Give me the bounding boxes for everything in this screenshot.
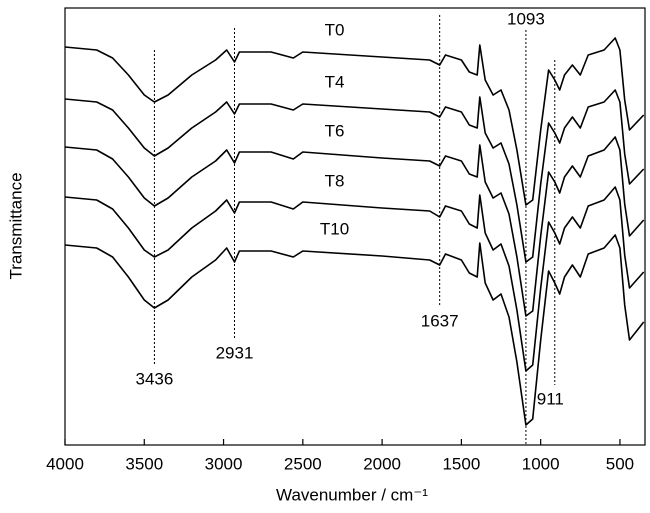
series-label: T10 [320, 219, 349, 238]
x-axis-label: Wavenumber / cm⁻¹ [276, 485, 428, 504]
y-axis-label: Transmittance [6, 172, 25, 279]
spectrum-line [64, 37, 645, 206]
peak-label: 3436 [136, 369, 174, 388]
x-tick-label: 2500 [284, 454, 322, 473]
x-tick-label: 1000 [522, 454, 560, 473]
x-tick-label: 3500 [125, 454, 163, 473]
spectrum-line [64, 186, 645, 372]
peak-label: 1637 [421, 311, 459, 330]
plot-frame [64, 7, 646, 446]
series-label: T8 [325, 171, 345, 190]
x-tick-label: 500 [606, 454, 634, 473]
peak-label: 2931 [216, 343, 254, 362]
peak-label: 911 [537, 389, 564, 408]
spectrum-line [64, 136, 645, 317]
series-label: T6 [325, 121, 345, 140]
x-tick-label: 1500 [442, 454, 480, 473]
x-tick-label: 2000 [363, 454, 401, 473]
series-label: T0 [325, 20, 345, 39]
x-tick-label: 3000 [205, 454, 243, 473]
series-label: T4 [325, 72, 345, 91]
peak-label: 1093 [507, 9, 545, 28]
spectrum-line [64, 89, 645, 263]
x-tick-label: 4000 [46, 454, 84, 473]
spectrum-line [64, 234, 645, 426]
